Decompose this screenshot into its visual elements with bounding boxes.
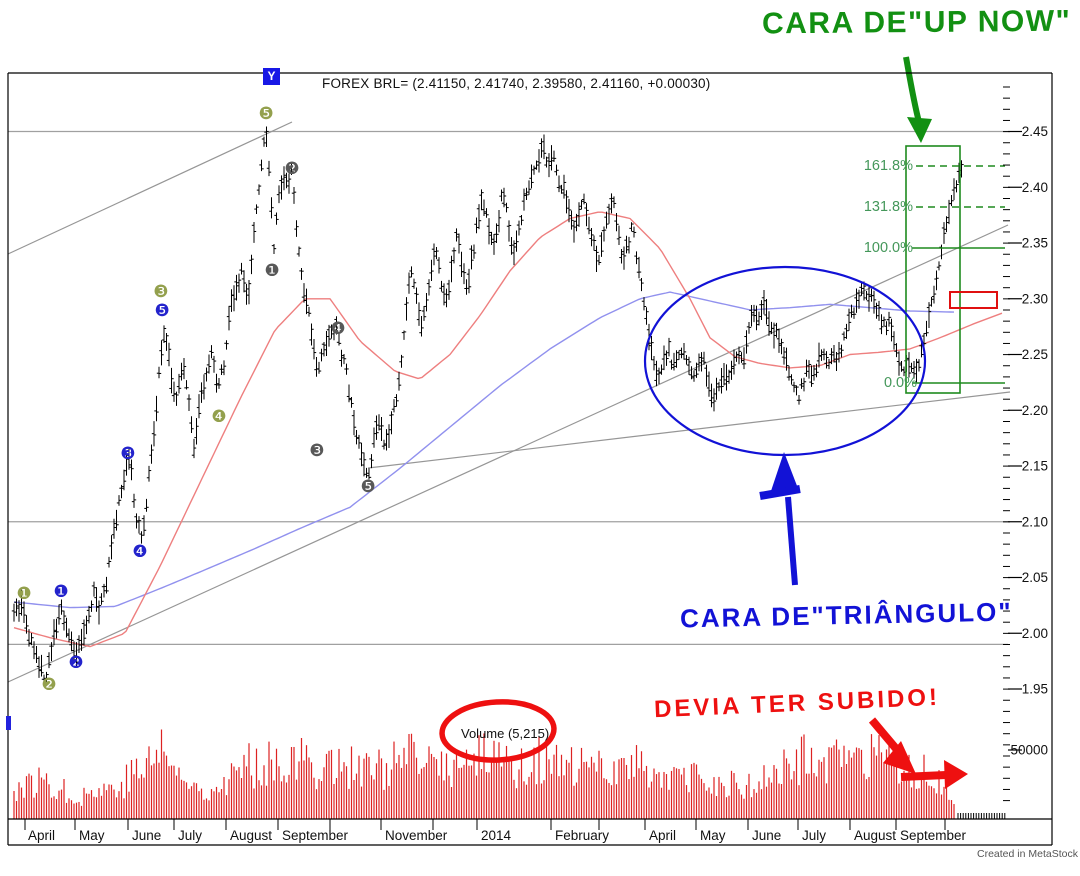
price-tick-label: 2.20 (1022, 403, 1048, 418)
month-label: August (230, 828, 272, 843)
wave-marker-olive-1: ❶ (16, 584, 31, 604)
price-tick-label: 2.30 (1022, 291, 1048, 306)
blue-arrow-head (770, 452, 799, 494)
fibonacci-retracement (905, 145, 1005, 394)
wave-marker-gray-1: ❶ (264, 261, 279, 281)
red-arrow-diagonal-shaft (868, 717, 902, 754)
wave-marker-blue-4: ❹ (132, 542, 147, 562)
wave-marker-olive-2: ❷ (41, 675, 56, 695)
created-in-metastock-credit: Created in MetaStock (977, 848, 1078, 860)
price-tick-label: 2.00 (1022, 626, 1048, 641)
month-label: 2014 (481, 828, 512, 843)
price-tick-label: 2.10 (1022, 514, 1048, 529)
month-label: June (132, 828, 161, 843)
fib-label-100: 100.0% (863, 240, 913, 256)
horizontal-lines (8, 130, 1008, 646)
volume-tick-label: 50000 (1010, 743, 1048, 758)
month-label: May (700, 828, 726, 843)
wave-marker-olive-5: ❺ (258, 104, 273, 124)
wave-marker-blue-2: ❷ (68, 653, 83, 673)
fib-label-0: 0.0% (883, 375, 917, 391)
month-label: May (79, 828, 105, 843)
moving-average-fast-red (13, 211, 1003, 648)
month-label: September (900, 828, 967, 843)
month-label: June (752, 828, 781, 843)
wave-marker-gray-4: ❹ (330, 319, 345, 339)
volume-indicator-label: Volume (5,215) (461, 726, 550, 741)
price-tick-label: 2.45 (1022, 124, 1048, 139)
wave-markers: ❶ ❷ ❸ ❹ ❺ ❶ ❷ ❸ ❹ ❺ ❶ ❷ ❸ ❹ ❺ (16, 104, 375, 695)
x-axis: April May June July August September November 2… (24, 813, 1006, 843)
moving-average-slow-blue (13, 291, 955, 609)
price-tick-label: 2.35 (1022, 236, 1048, 251)
month-label: April (28, 828, 55, 843)
red-arrow-horizontal-shaft (900, 771, 947, 781)
chart-frame (6, 72, 1053, 846)
blue-edge-mark (6, 716, 11, 730)
month-label: July (178, 828, 202, 843)
chart-title: FOREX BRL= (2.41150, 2.41740, 2.39580, 2… (322, 76, 711, 91)
fib-label-161: 161.8% (863, 158, 913, 174)
month-label: September (282, 828, 349, 843)
price-tick-label: 2.40 (1022, 180, 1048, 195)
y-axis: 2.45 2.40 2.35 2.30 2.25 2.20 2.15 2.10 2.05 2.00… (1003, 86, 1048, 802)
red-arrow-diagonal-head (883, 741, 916, 774)
red-ellipse-volume (439, 699, 557, 763)
wave-marker-olive-4: ❹ (211, 407, 226, 427)
volume-bars (13, 729, 955, 819)
price-tick-label: 2.05 (1022, 570, 1048, 585)
fib-projection-box (905, 145, 961, 394)
fib-label-131: 131.8% (863, 199, 913, 215)
green-arrow-head (907, 117, 932, 143)
price-bars (11, 126, 964, 684)
wave-marker-blue-5: ❺ (154, 301, 169, 321)
wave-marker-blue-1: ❶ (53, 582, 68, 602)
wave-marker-blue-3: ❸ (120, 444, 135, 464)
wave-marker-gray-5: ❺ (360, 477, 375, 497)
price-tick-label: 1.95 (1022, 682, 1048, 697)
annotation-up-now: CARA DE"UP NOW" (761, 4, 1072, 41)
month-label: February (555, 828, 609, 843)
month-label: July (802, 828, 826, 843)
wave-marker-gray-3: ❸ (309, 441, 324, 461)
wave-marker-olive-3: ❸ (153, 282, 168, 302)
wave-marker-gray-2: ❷ (284, 159, 299, 179)
price-tick-label: 2.15 (1022, 459, 1048, 474)
price-tick-label: 2.25 (1022, 347, 1048, 362)
month-label: November (385, 828, 448, 843)
red-arrow-horizontal-head (944, 760, 968, 789)
month-label: August (854, 828, 896, 843)
blue-arrow-shaft (785, 496, 798, 586)
hand-drawn-arrows (439, 56, 968, 789)
symbol-icon[interactable]: Y (263, 68, 280, 85)
red-target-box (949, 291, 998, 309)
month-label: April (649, 828, 676, 843)
green-arrow-shaft (903, 56, 922, 123)
blue-arrow-bar (759, 485, 801, 500)
